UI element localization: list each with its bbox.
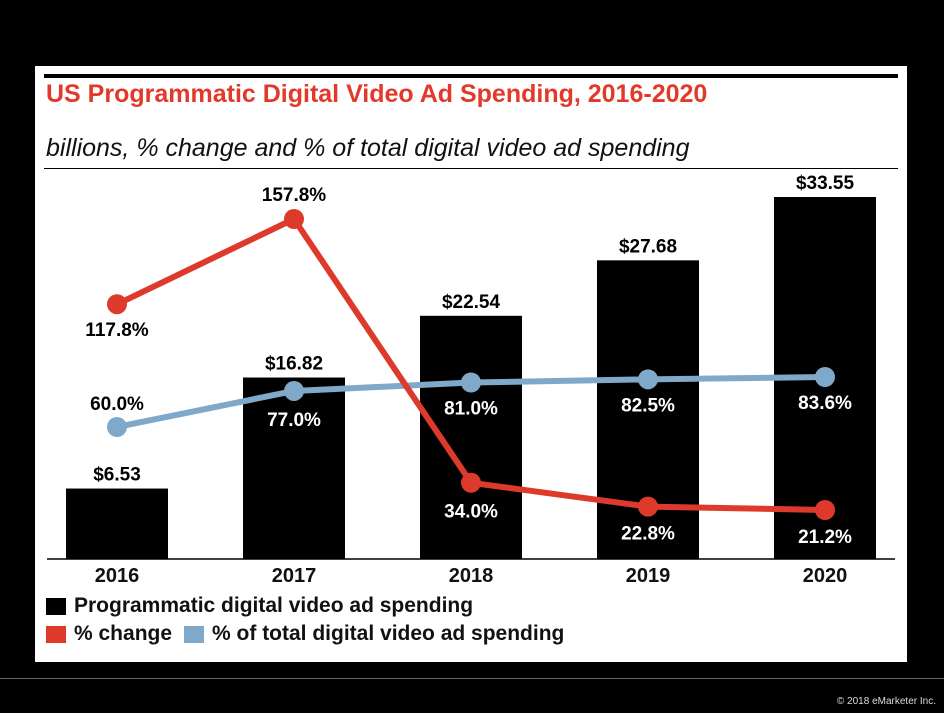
chart-title: US Programmatic Digital Video Ad Spendin…	[46, 80, 708, 108]
change-point	[638, 496, 658, 517]
share-value-label: 77.0%	[267, 410, 321, 431]
change-value-label: 34.0%	[444, 502, 498, 523]
legend-swatch-spending	[46, 597, 66, 615]
share-value-label: 81.0%	[444, 399, 498, 420]
chart-card: US Programmatic Digital Video Ad Spendin…	[35, 66, 907, 662]
footer-bar: © 2018 eMarketer Inc.	[0, 678, 944, 713]
top-rule	[44, 74, 898, 78]
share-value-label: 83.6%	[798, 393, 852, 414]
share-value-label: 60.0%	[90, 394, 144, 415]
x-tick-label: 2016	[95, 565, 140, 587]
change-value-label: 157.8%	[262, 185, 327, 206]
share-value-label: 82.5%	[621, 395, 675, 416]
change-value-label: 21.2%	[798, 527, 852, 548]
share-point	[815, 367, 835, 387]
x-tick-label: 2020	[803, 565, 848, 587]
legend-swatch-change	[46, 625, 66, 643]
legend-item-spending: Programmatic digital video ad spending	[46, 594, 473, 618]
change-point	[815, 500, 835, 520]
subtitle-rule	[44, 168, 898, 169]
x-tick-label: 2017	[272, 565, 317, 587]
change-value-label: 117.8%	[85, 320, 148, 341]
bar-2016	[66, 488, 168, 559]
legend-swatch-share	[184, 625, 205, 643]
change-point	[461, 472, 481, 493]
share-point	[638, 369, 658, 390]
chart-plot: 2016 2017 2018 2019 2020 $6.53 $16.82 $22.54 $27…	[47, 173, 895, 587]
share-point	[461, 372, 481, 393]
legend-item-change: % change	[46, 622, 172, 646]
legend-row-1: Programmatic digital video ad spending	[46, 594, 485, 618]
legend-item-share: % of total digital video ad spending	[184, 622, 564, 646]
bar-value-label: $33.55	[796, 173, 855, 194]
share-point	[284, 380, 304, 401]
change-point	[107, 294, 127, 315]
change-point	[284, 209, 304, 229]
legend-label-spending: Programmatic digital video ad spending	[74, 594, 474, 617]
legend-label-change: % change	[74, 622, 173, 645]
bar-value-label: $16.82	[265, 354, 323, 375]
share-point	[107, 417, 127, 437]
legend-row-2: % change % of total digital video ad spe…	[46, 622, 576, 646]
bar-value-label: $22.54	[442, 292, 501, 313]
copyright-text: © 2018 eMarketer Inc.	[836, 696, 936, 707]
chart-subtitle: billions, % change and % of total digita…	[46, 134, 690, 162]
bar-2017	[243, 377, 345, 559]
legend-label-share: % of total digital video ad spending	[212, 622, 565, 645]
bar-value-label: $27.68	[619, 236, 677, 257]
bar-value-label: $6.53	[93, 465, 141, 486]
x-tick-label: 2019	[626, 565, 671, 587]
x-tick-label: 2018	[449, 565, 494, 587]
change-value-label: 22.8%	[621, 524, 675, 545]
